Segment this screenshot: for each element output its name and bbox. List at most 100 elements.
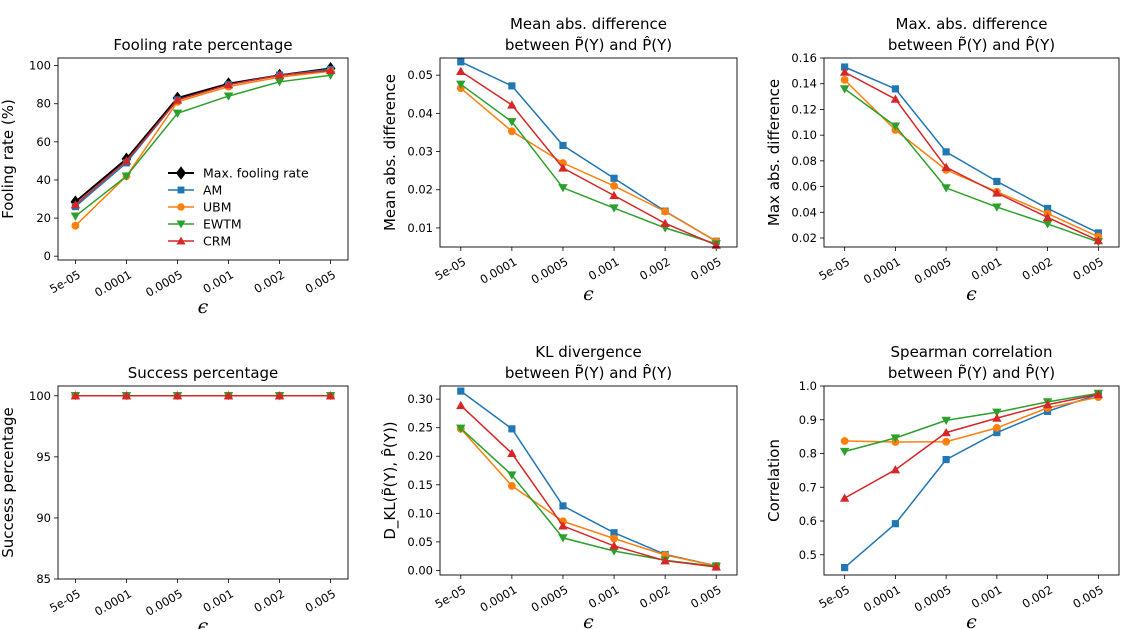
data-point-crm: [890, 94, 901, 103]
data-point-crm: [941, 162, 951, 171]
chart-title: between P̃(Y) and P̂(Y): [505, 363, 672, 382]
series-line-crm: [74, 69, 331, 206]
x-tick-label: 0.0001: [861, 254, 903, 286]
y-tick-label: 0.10: [791, 128, 817, 142]
y-tick-label: 0.00: [407, 563, 433, 577]
x-tick-label: 0.005: [1070, 582, 1106, 611]
data-point-crm: [274, 70, 285, 79]
data-point-crm: [70, 391, 81, 400]
data-point-ubm: [610, 181, 618, 190]
chart-title: Max. abs. difference: [896, 15, 1048, 33]
legend-label-max-fooling-rate: Max. fooling rate: [203, 166, 309, 181]
data-point-am: [559, 502, 567, 510]
series-line-crm: [460, 70, 717, 246]
data-point-crm: [839, 67, 850, 76]
x-axis-label: ϵ: [583, 611, 594, 629]
x-tick-label: 0.0001: [92, 586, 134, 618]
legend-label-am: AM: [203, 183, 222, 198]
y-tick-label: 20: [36, 211, 51, 225]
data-point-ewtm: [456, 424, 466, 433]
data-point-am: [891, 520, 899, 528]
series-line-ubm: [74, 70, 331, 227]
y-tick-label: 95: [36, 450, 51, 464]
x-axis-label: ϵ: [966, 611, 977, 629]
y-tick-label: 1.0: [799, 379, 817, 393]
y-tick-label: 0.01: [407, 221, 433, 235]
plot-area: [456, 58, 721, 249]
chart-2: Mean abs. difference between P̃(Y) and P̂…: [381, 15, 738, 305]
y-tick-label: 0.08: [791, 154, 817, 168]
data-point-crm: [274, 391, 285, 400]
data-point-am: [457, 387, 465, 395]
x-tick-label: 0.001: [586, 582, 622, 611]
y-tick-label: 0.04: [791, 205, 817, 219]
data-point-am: [457, 58, 465, 66]
x-tick-label: 0.0005: [143, 267, 185, 299]
data-point-ewtm: [890, 122, 901, 131]
data-point-crm: [507, 100, 517, 109]
x-tick-label: 5e-05: [433, 582, 469, 611]
data-point-ewtm: [121, 172, 132, 181]
series-line-ubm: [844, 396, 1099, 443]
data-point-crm: [121, 391, 132, 400]
legend-label-ewtm: EWTM: [203, 217, 242, 232]
x-tick-label: 0.005: [303, 586, 339, 615]
x-tick-label: 0.001: [586, 254, 622, 283]
y-tick-label: 0.12: [791, 102, 817, 116]
series-line-ubm: [844, 79, 1099, 238]
y-tick-label: 0.5: [799, 548, 817, 562]
chart-title: KL divergence: [535, 343, 641, 361]
data-point-ubm: [507, 127, 516, 136]
data-point-ewtm: [223, 92, 234, 101]
x-tick-label: 0.002: [1020, 582, 1056, 611]
series-line-crm: [844, 393, 1099, 499]
y-tick-label: 100: [29, 389, 51, 403]
x-tick-label: 0.005: [1070, 254, 1106, 283]
data-point-crm: [172, 95, 183, 104]
data-point-crm: [992, 188, 1002, 197]
data-point-am: [993, 177, 1001, 186]
x-tick-label: 5e-05: [816, 582, 852, 611]
data-point-ubm: [942, 437, 951, 446]
y-tick-label: 0.6: [799, 514, 817, 528]
legend-label-ubm: UBM: [203, 200, 232, 215]
data-point-am: [942, 455, 950, 464]
chart-title: Success percentage: [128, 364, 279, 382]
y-axis-label: Success percentage: [0, 407, 17, 558]
y-tick-label: 0.25: [407, 421, 433, 435]
data-point-ubm: [840, 437, 849, 445]
data-point-crm: [558, 521, 568, 530]
data-point-ewtm: [507, 118, 517, 127]
data-point-am: [610, 174, 618, 182]
data-point-ewtm: [70, 212, 81, 221]
y-tick-label: 60: [36, 135, 51, 149]
x-tick-label: 5e-05: [47, 586, 83, 615]
x-tick-label: 0.0005: [912, 582, 954, 614]
data-point-crm: [1042, 399, 1053, 409]
y-tick-label: 0.16: [791, 51, 817, 65]
data-point-ewtm: [941, 416, 951, 426]
x-tick-label: 0.005: [688, 582, 724, 611]
y-tick-label: 0.04: [407, 106, 433, 120]
data-point-ubm: [661, 207, 670, 216]
legend-marker-max-fooling-rate: [175, 166, 187, 180]
x-tick-label: 5e-05: [816, 254, 852, 283]
y-tick-label: 90: [36, 511, 51, 525]
data-point-crm: [711, 562, 721, 571]
axes-frame: [823, 57, 1120, 248]
data-point-ewtm: [609, 204, 619, 213]
axes-frame: [823, 385, 1120, 576]
y-tick-label: 0.20: [407, 449, 433, 463]
x-tick-label: 0.002: [252, 586, 288, 615]
series-line-crm: [460, 404, 717, 568]
data-point-crm: [325, 391, 336, 400]
y-axis-label: D_KL(P̃(Y), P̂(Y)): [380, 421, 400, 539]
x-tick-label: 0.002: [1020, 254, 1056, 283]
legend: Max. fooling rate AM UBM EWTM CRM: [168, 166, 309, 249]
data-point-crm: [507, 448, 517, 458]
data-point-crm: [839, 493, 850, 502]
y-axis-label: Fooling rate (%): [0, 99, 17, 219]
y-tick-label: 0.02: [407, 183, 433, 197]
data-point-crm: [609, 541, 619, 550]
